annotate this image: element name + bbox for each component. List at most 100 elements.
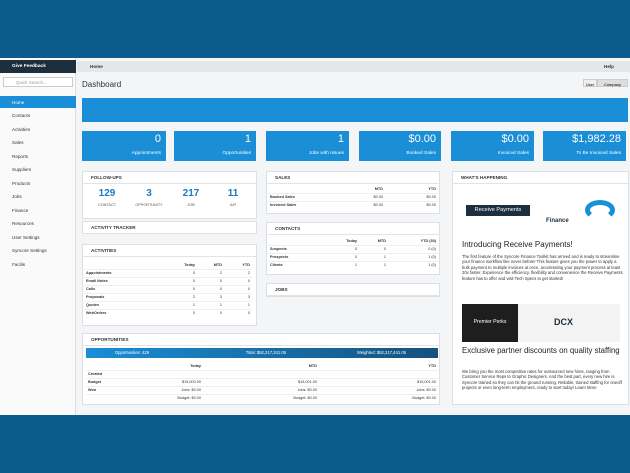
tile[interactable] bbox=[543, 131, 626, 161]
panel-divider bbox=[82, 233, 257, 234]
nav-item[interactable]: Facilis bbox=[12, 261, 26, 267]
cell: 0 bbox=[219, 287, 222, 291]
panel-divider bbox=[82, 256, 257, 257]
row-label: Suspects bbox=[270, 247, 287, 251]
nav-item[interactable]: Home bbox=[0, 96, 76, 108]
followup-label: CONTACT bbox=[97, 203, 117, 207]
tile[interactable] bbox=[174, 131, 256, 161]
table-header: Today bbox=[184, 263, 195, 267]
row-line bbox=[268, 201, 438, 202]
tile-value: $0.00 bbox=[408, 133, 436, 145]
table-header: YTD bbox=[428, 364, 436, 368]
followup-value: 217 bbox=[182, 188, 200, 199]
tile-label: Opportunities bbox=[222, 151, 251, 156]
toggle-user[interactable]: User bbox=[583, 79, 597, 87]
cell: Budget: $0.00 bbox=[293, 396, 317, 400]
tile-value: 1 bbox=[244, 133, 251, 145]
table-header: YTD bbox=[242, 263, 250, 267]
nav-item[interactable]: Activities bbox=[12, 126, 31, 132]
row-label: Invoiced Sales bbox=[270, 203, 297, 207]
nav-item[interactable]: Sales bbox=[12, 140, 24, 145]
cell: 0 bbox=[219, 279, 222, 283]
row-line bbox=[268, 245, 438, 246]
tile-label: Appointments bbox=[131, 151, 161, 156]
nav-item[interactable]: Syncore Settings bbox=[12, 248, 47, 253]
cell: 1 bbox=[192, 303, 195, 307]
cell: 0 bbox=[192, 279, 195, 283]
row-label: Calls bbox=[86, 287, 96, 291]
cell: 0 bbox=[383, 247, 386, 251]
cell: 0 bbox=[354, 255, 357, 259]
panel-title: ACTIVITY TRACKER bbox=[91, 225, 136, 230]
cell: $0.00 bbox=[426, 195, 436, 199]
row-label: Budget bbox=[88, 380, 102, 384]
table-header: MTD bbox=[374, 187, 383, 191]
nav-item[interactable]: Jobs bbox=[12, 194, 22, 199]
cell: 0 bbox=[192, 271, 195, 275]
tile[interactable] bbox=[451, 131, 534, 161]
cell: 3 bbox=[219, 295, 222, 299]
row-line bbox=[84, 285, 252, 286]
opp-summary bbox=[86, 348, 438, 358]
row-line bbox=[86, 386, 438, 387]
cell: 1 bbox=[247, 303, 250, 307]
table-header: YTD bbox=[428, 187, 436, 191]
breadcrumb[interactable]: Home bbox=[90, 64, 103, 69]
nav-item[interactable]: Finance bbox=[12, 207, 29, 213]
cell: $15,001.00 bbox=[297, 380, 317, 384]
row-line bbox=[84, 269, 252, 270]
cell: 0 bbox=[247, 279, 250, 283]
panel-title: FOLLOW-UPS bbox=[91, 175, 122, 180]
cell: Jobs: $0.00 bbox=[416, 388, 436, 392]
news-tag: Finance bbox=[546, 218, 569, 224]
news-headline: Exclusive partner discounts on quality s… bbox=[462, 346, 620, 355]
cell: 3 bbox=[247, 295, 250, 299]
tile[interactable] bbox=[359, 131, 441, 161]
row-label: Prospects bbox=[270, 255, 289, 259]
cell: 1 bbox=[219, 303, 222, 307]
table-header: MTD bbox=[308, 364, 317, 368]
nav-item[interactable]: Suppliers bbox=[12, 167, 32, 172]
row-label: WebOrders bbox=[86, 311, 107, 315]
cell: 0 bbox=[354, 247, 357, 251]
row-line bbox=[268, 253, 438, 254]
news-body: We bring you the most competitive rates … bbox=[462, 369, 622, 391]
cell: $15,001.00 bbox=[416, 380, 436, 384]
row-label: Created bbox=[88, 372, 103, 376]
cell: Jobs: $0.00 bbox=[297, 388, 317, 392]
tile-label: Booked Sales bbox=[406, 151, 436, 156]
row-line bbox=[86, 370, 438, 371]
nav-item[interactable]: Products bbox=[12, 180, 31, 186]
nav-item[interactable]: Reports bbox=[12, 153, 29, 159]
cell: 2 bbox=[192, 295, 195, 299]
row-line bbox=[84, 277, 252, 278]
followup-value: 129 bbox=[98, 188, 116, 199]
page-title: Dashboard bbox=[82, 80, 122, 89]
panel bbox=[82, 171, 257, 219]
cell: 2 bbox=[247, 271, 250, 275]
nav-item[interactable]: Contacts bbox=[12, 113, 31, 118]
help-menu[interactable]: Help bbox=[604, 64, 614, 69]
nav-item[interactable]: User Settings bbox=[12, 234, 40, 240]
tile[interactable] bbox=[82, 131, 166, 161]
cell: 1 bbox=[383, 255, 386, 259]
row-label: Won bbox=[88, 388, 97, 392]
cell: 0 bbox=[192, 311, 195, 315]
nav-item[interactable]: Resources bbox=[12, 221, 34, 226]
panel-title: JOBS bbox=[275, 287, 288, 292]
table-header: YTD (30) bbox=[420, 239, 436, 243]
topbar bbox=[77, 61, 630, 72]
feedback-button[interactable]: Give Feedback bbox=[0, 60, 76, 73]
cell: $0.00 bbox=[373, 203, 383, 207]
toggle-company[interactable]: Company bbox=[597, 79, 628, 87]
panel-divider bbox=[452, 183, 629, 184]
panel-divider bbox=[266, 295, 440, 296]
cell: 0 bbox=[192, 287, 195, 291]
panel bbox=[266, 222, 440, 275]
opp-summary-text: Opportunities: 429 bbox=[114, 350, 150, 355]
search-box[interactable]: Quick Search... bbox=[3, 77, 73, 87]
row-label: Clients bbox=[270, 263, 283, 267]
tile[interactable] bbox=[266, 131, 349, 161]
panel-divider bbox=[266, 234, 440, 235]
panel-title: OPPORTUNITIES bbox=[91, 337, 129, 342]
